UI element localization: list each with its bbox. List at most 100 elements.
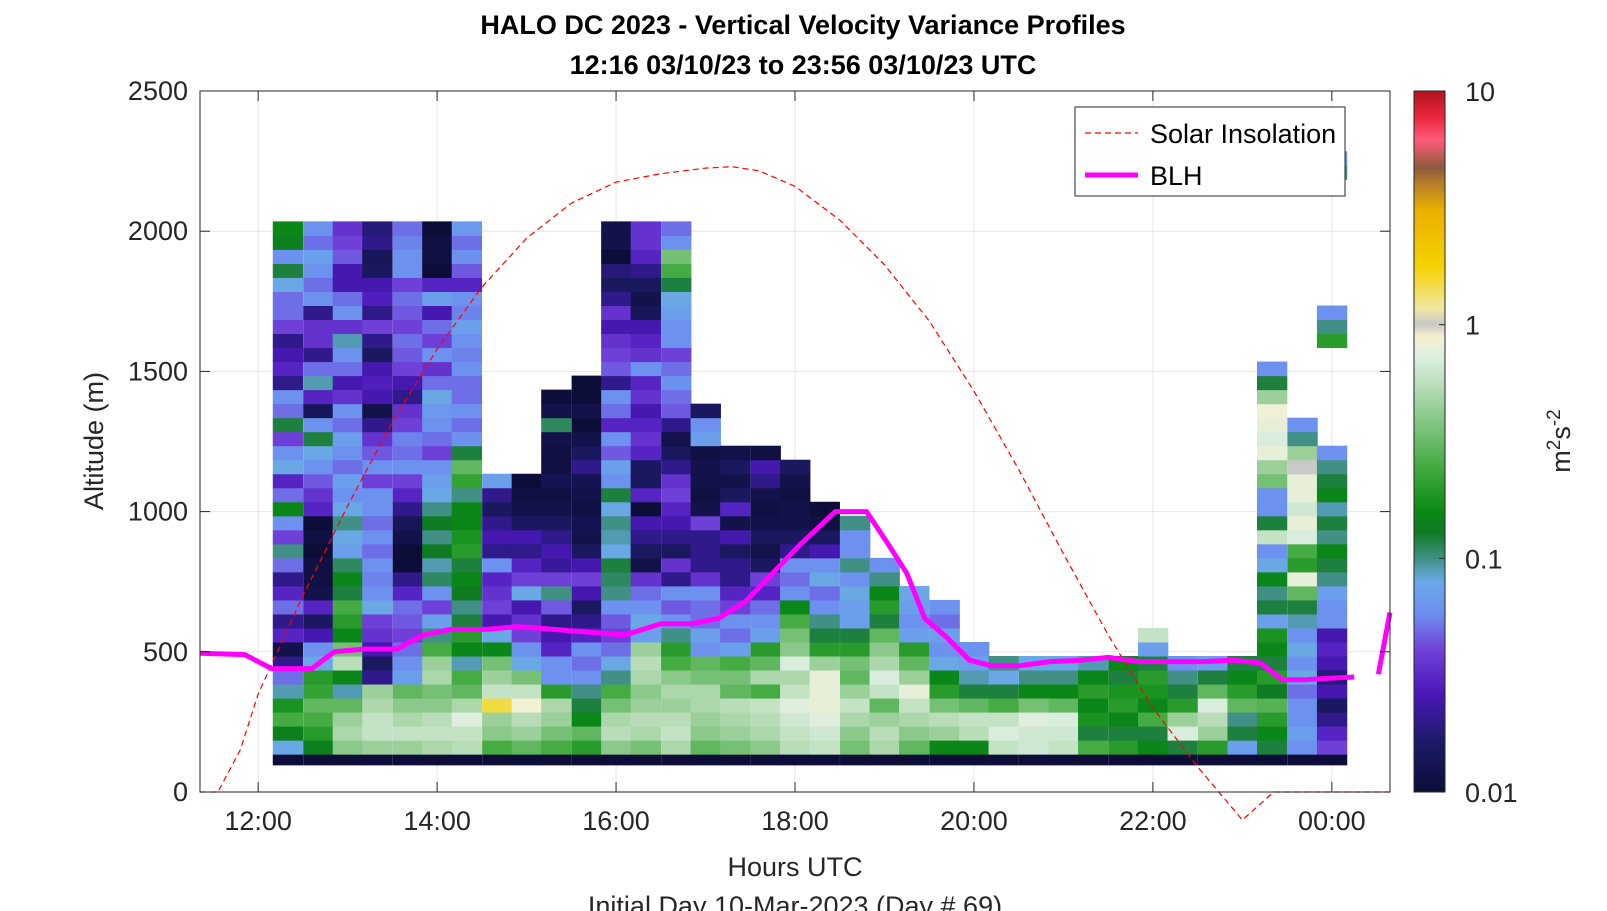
heatmap-cell-14-20 bbox=[690, 459, 721, 475]
heatmap-cell-6-34 bbox=[451, 263, 483, 278]
heatmap-cell-11-7 bbox=[601, 641, 632, 657]
heatmap-cell-20-8 bbox=[869, 627, 900, 643]
heatmap-cell-0-30 bbox=[272, 319, 304, 335]
heatmap-cell-11-18 bbox=[601, 487, 632, 503]
heatmap-cell-base-7 bbox=[482, 754, 513, 766]
heatmap-cell-5-21 bbox=[422, 445, 453, 461]
heatmap-cell-4-5 bbox=[392, 670, 423, 685]
heatmap-cell-8-3 bbox=[511, 698, 542, 713]
heatmap-cell-2-18 bbox=[332, 487, 364, 503]
heatmap-cell-22-5 bbox=[929, 670, 960, 685]
heatmap-cell-2-23 bbox=[332, 417, 364, 433]
heatmap-cell-24-0 bbox=[988, 740, 1019, 755]
heatmap-cell-21-8 bbox=[899, 627, 930, 643]
heatmap-cell-1-19 bbox=[303, 473, 334, 489]
heatmap-cell-6-30 bbox=[451, 319, 483, 335]
heatmap-cell-34-19 bbox=[1287, 473, 1318, 489]
heatmap-cell-13-0 bbox=[661, 740, 692, 755]
heatmap-cell-0-20 bbox=[272, 459, 304, 475]
heatmap-cell-14-21 bbox=[690, 445, 721, 461]
heatmap-cell-33-7 bbox=[1256, 641, 1288, 657]
heatmap-cell-6-6 bbox=[451, 656, 483, 671]
heatmap-cell-11-12 bbox=[601, 571, 632, 587]
heatmap-cell-12-18 bbox=[630, 487, 661, 503]
heatmap-cell-base-23 bbox=[959, 754, 990, 766]
heatmap-cell-34-3 bbox=[1287, 698, 1318, 713]
heatmap-cell-16-18 bbox=[750, 487, 781, 503]
heatmap-cell-0-26 bbox=[272, 375, 304, 391]
heatmap-cell-18-15 bbox=[809, 529, 840, 545]
heatmap-cell-23-7 bbox=[959, 641, 990, 657]
heatmap-cell-4-20 bbox=[392, 459, 423, 475]
heatmap-cell-32-1 bbox=[1227, 726, 1258, 741]
heatmap-cell-14-6 bbox=[690, 656, 721, 671]
heatmap-cell-33-17 bbox=[1256, 501, 1288, 517]
heatmap-cell-15-2 bbox=[720, 712, 751, 727]
heatmap-cell-12-30 bbox=[630, 319, 661, 335]
heatmap-cell-15-18 bbox=[720, 487, 751, 503]
heatmap-cell-35-19 bbox=[1316, 473, 1348, 489]
heatmap-cell-28-5 bbox=[1108, 670, 1139, 685]
heatmap-cell-14-18 bbox=[690, 487, 721, 503]
heatmap-cell-1-22 bbox=[303, 431, 334, 447]
heatmap-cell-11-14 bbox=[601, 543, 632, 559]
heatmap-cell-27-1 bbox=[1078, 726, 1109, 741]
heatmap-cell-0-33 bbox=[272, 277, 304, 292]
heatmap-cell-11-1 bbox=[601, 726, 632, 741]
heatmap-cell-11-15 bbox=[601, 529, 632, 545]
heatmap-cell-3-35 bbox=[362, 249, 393, 264]
heatmap-cell-35-16 bbox=[1316, 515, 1348, 531]
heatmap-cell-9-12 bbox=[541, 571, 572, 587]
heatmap-cell-base-2 bbox=[332, 754, 364, 766]
legend: Solar Insolation BLH bbox=[1074, 106, 1346, 197]
heatmap-cell-5-7 bbox=[422, 641, 453, 657]
heatmap-cell-18-10 bbox=[809, 599, 840, 615]
colorbar-tick-label-0: 0.01 bbox=[1465, 778, 1518, 808]
heatmap-cell-24-1 bbox=[988, 726, 1019, 741]
heatmap-cell-11-13 bbox=[601, 557, 632, 573]
heatmap-cell-18-9 bbox=[809, 613, 840, 629]
heatmap-cell-35-4 bbox=[1316, 684, 1348, 699]
heatmap-cell-4-9 bbox=[392, 613, 423, 629]
heatmap-cell-4-17 bbox=[392, 501, 423, 517]
heatmap-cell-10-18 bbox=[571, 487, 602, 503]
heatmap-cell-1-24 bbox=[303, 403, 334, 419]
heatmap-cell-17-20 bbox=[780, 459, 811, 475]
heatmap-cell-9-9 bbox=[541, 613, 572, 629]
heatmap-cell-13-24 bbox=[661, 403, 692, 419]
heatmap-cell-4-15 bbox=[392, 529, 423, 545]
heatmap-cell-6-36 bbox=[451, 235, 483, 250]
heatmap-cell-8-14 bbox=[511, 543, 542, 559]
heatmap-cell-33-26 bbox=[1256, 375, 1288, 391]
heatmap-cell-6-1 bbox=[451, 726, 483, 741]
heatmap-cell-12-19 bbox=[630, 473, 661, 489]
heatmap-cell-3-25 bbox=[362, 389, 393, 405]
heatmap-cell-6-4 bbox=[451, 684, 483, 699]
heatmap-cell-base-1 bbox=[303, 754, 334, 766]
heatmap-cell-28-1 bbox=[1108, 726, 1139, 741]
series-line-0 bbox=[200, 166, 1390, 821]
heatmap-cell-34-0 bbox=[1287, 740, 1318, 755]
heatmap-cell-5-17 bbox=[422, 501, 453, 517]
heatmap-cell-26-1 bbox=[1048, 726, 1079, 741]
heatmap-cell-4-31 bbox=[392, 305, 423, 321]
heatmap-cell-31-0 bbox=[1197, 740, 1229, 755]
heatmap-cell-15-12 bbox=[720, 571, 751, 587]
heatmap-cell-base-4 bbox=[392, 754, 423, 766]
heatmap-cell-35-8 bbox=[1316, 627, 1348, 643]
heatmap-cell-11-26 bbox=[601, 375, 632, 391]
heatmap-cell-16-20 bbox=[750, 459, 781, 475]
heatmap-cell-6-31 bbox=[451, 305, 483, 321]
x-axis-label-2: Initial Day 10-Mar-2023 (Day # 69) bbox=[588, 891, 1002, 911]
heatmap-cell-9-7 bbox=[541, 641, 572, 657]
heatmap-cell-base-33 bbox=[1256, 754, 1288, 766]
heatmap-cell-3-22 bbox=[362, 431, 393, 447]
heatmap-cell-3-14 bbox=[362, 543, 393, 559]
heatmap-cell-0-37 bbox=[272, 221, 304, 236]
heatmap-cell-10-9 bbox=[571, 613, 602, 629]
heatmap-cell-34-11 bbox=[1287, 585, 1318, 601]
heatmap-cell-33-20 bbox=[1256, 459, 1288, 475]
heatmap-cell-5-13 bbox=[422, 557, 453, 573]
heatmap-cell-18-2 bbox=[809, 712, 840, 727]
heatmap-cell-35-29 bbox=[1316, 333, 1348, 349]
